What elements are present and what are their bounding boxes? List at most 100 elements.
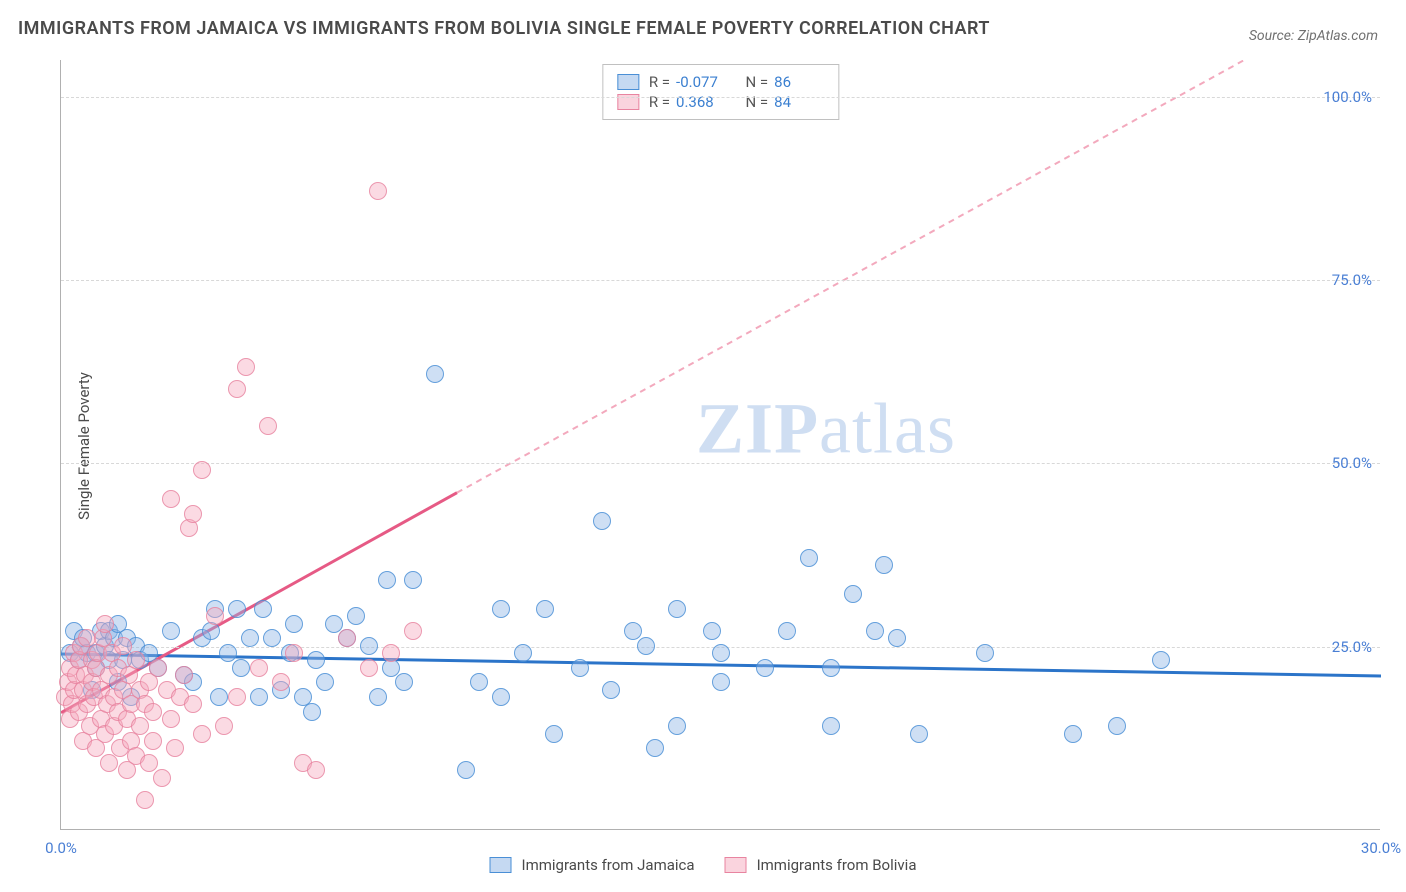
data-point	[369, 688, 387, 706]
data-point	[492, 600, 510, 618]
data-point	[219, 644, 237, 662]
data-point	[316, 673, 334, 691]
x-tick-label: 0.0%	[45, 839, 77, 857]
data-point	[404, 571, 422, 589]
data-point	[175, 666, 193, 684]
data-point	[844, 585, 862, 603]
data-point	[404, 622, 422, 640]
source-label: Source: ZipAtlas.com	[1249, 28, 1378, 44]
data-point	[153, 769, 171, 787]
data-point	[1064, 725, 1082, 743]
data-point	[360, 659, 378, 677]
data-point	[250, 688, 268, 706]
data-point	[637, 637, 655, 655]
data-point	[232, 659, 250, 677]
x-tick-label: 30.0%	[1361, 839, 1401, 857]
legend-swatch	[490, 857, 512, 873]
data-point	[875, 556, 893, 574]
data-point	[162, 622, 180, 640]
data-point	[193, 461, 211, 479]
data-point	[492, 688, 510, 706]
data-point	[369, 182, 387, 200]
y-tick-label: 75.0%	[1332, 271, 1372, 289]
data-point	[646, 739, 664, 757]
legend-label: Immigrants from Jamaica	[522, 856, 695, 874]
data-point	[285, 615, 303, 633]
y-tick-label: 100.0%	[1323, 88, 1372, 106]
data-point	[571, 659, 589, 677]
data-point	[800, 549, 818, 567]
data-point	[259, 417, 277, 435]
data-point	[166, 739, 184, 757]
data-point	[470, 673, 488, 691]
data-point	[360, 637, 378, 655]
data-point	[96, 615, 114, 633]
chart-title: IMMIGRANTS FROM JAMAICA VS IMMIGRANTS FR…	[18, 18, 990, 39]
series-legend: Immigrants from Jamaica Immigrants from B…	[490, 856, 917, 874]
legend-swatch	[725, 857, 747, 873]
data-point	[347, 607, 365, 625]
data-point	[162, 490, 180, 508]
data-point	[712, 673, 730, 691]
data-point	[184, 695, 202, 713]
data-point	[602, 681, 620, 699]
data-point	[382, 644, 400, 662]
gridline	[61, 463, 1380, 464]
data-point	[536, 600, 554, 618]
trend-lines	[61, 60, 1381, 830]
data-point	[127, 651, 145, 669]
data-point	[395, 673, 413, 691]
data-point	[228, 380, 246, 398]
data-point	[237, 358, 255, 376]
n-value: 86	[774, 73, 824, 91]
data-point	[206, 607, 224, 625]
r-label: R =	[649, 73, 670, 91]
r-value: -0.077	[676, 73, 726, 91]
data-point	[263, 629, 281, 647]
data-point	[144, 732, 162, 750]
data-point	[307, 761, 325, 779]
legend-label: Immigrants from Bolivia	[757, 856, 917, 874]
data-point	[307, 651, 325, 669]
data-point	[712, 644, 730, 662]
data-point	[149, 659, 167, 677]
chart-plot-area: ZIPatlas R = -0.077 N = 86R = 0.368 N = …	[60, 60, 1380, 830]
data-point	[593, 512, 611, 530]
data-point	[162, 710, 180, 728]
data-point	[1108, 717, 1126, 735]
stats-legend: R = -0.077 N = 86R = 0.368 N = 84	[602, 64, 839, 120]
data-point	[215, 717, 233, 735]
data-point	[114, 637, 132, 655]
data-point	[866, 622, 884, 640]
data-point	[624, 622, 642, 640]
gridline	[61, 280, 1380, 281]
y-tick-label: 50.0%	[1332, 454, 1372, 472]
data-point	[976, 644, 994, 662]
data-point	[910, 725, 928, 743]
data-point	[756, 659, 774, 677]
legend-item: Immigrants from Bolivia	[725, 856, 917, 874]
data-point	[254, 600, 272, 618]
data-point	[822, 717, 840, 735]
data-point	[184, 505, 202, 523]
data-point	[1152, 651, 1170, 669]
data-point	[250, 659, 268, 677]
data-point	[514, 644, 532, 662]
data-point	[228, 688, 246, 706]
legend-item: Immigrants from Jamaica	[490, 856, 695, 874]
legend-swatch	[617, 74, 639, 90]
gridline	[61, 97, 1380, 98]
data-point	[888, 629, 906, 647]
data-point	[338, 629, 356, 647]
data-point	[210, 688, 228, 706]
data-point	[545, 725, 563, 743]
data-point	[241, 629, 259, 647]
data-point	[668, 717, 686, 735]
data-point	[325, 615, 343, 633]
data-point	[140, 754, 158, 772]
data-point	[193, 725, 211, 743]
data-point	[426, 365, 444, 383]
legend-stat-row: R = -0.077 N = 86	[617, 73, 824, 91]
data-point	[778, 622, 796, 640]
data-point	[144, 703, 162, 721]
